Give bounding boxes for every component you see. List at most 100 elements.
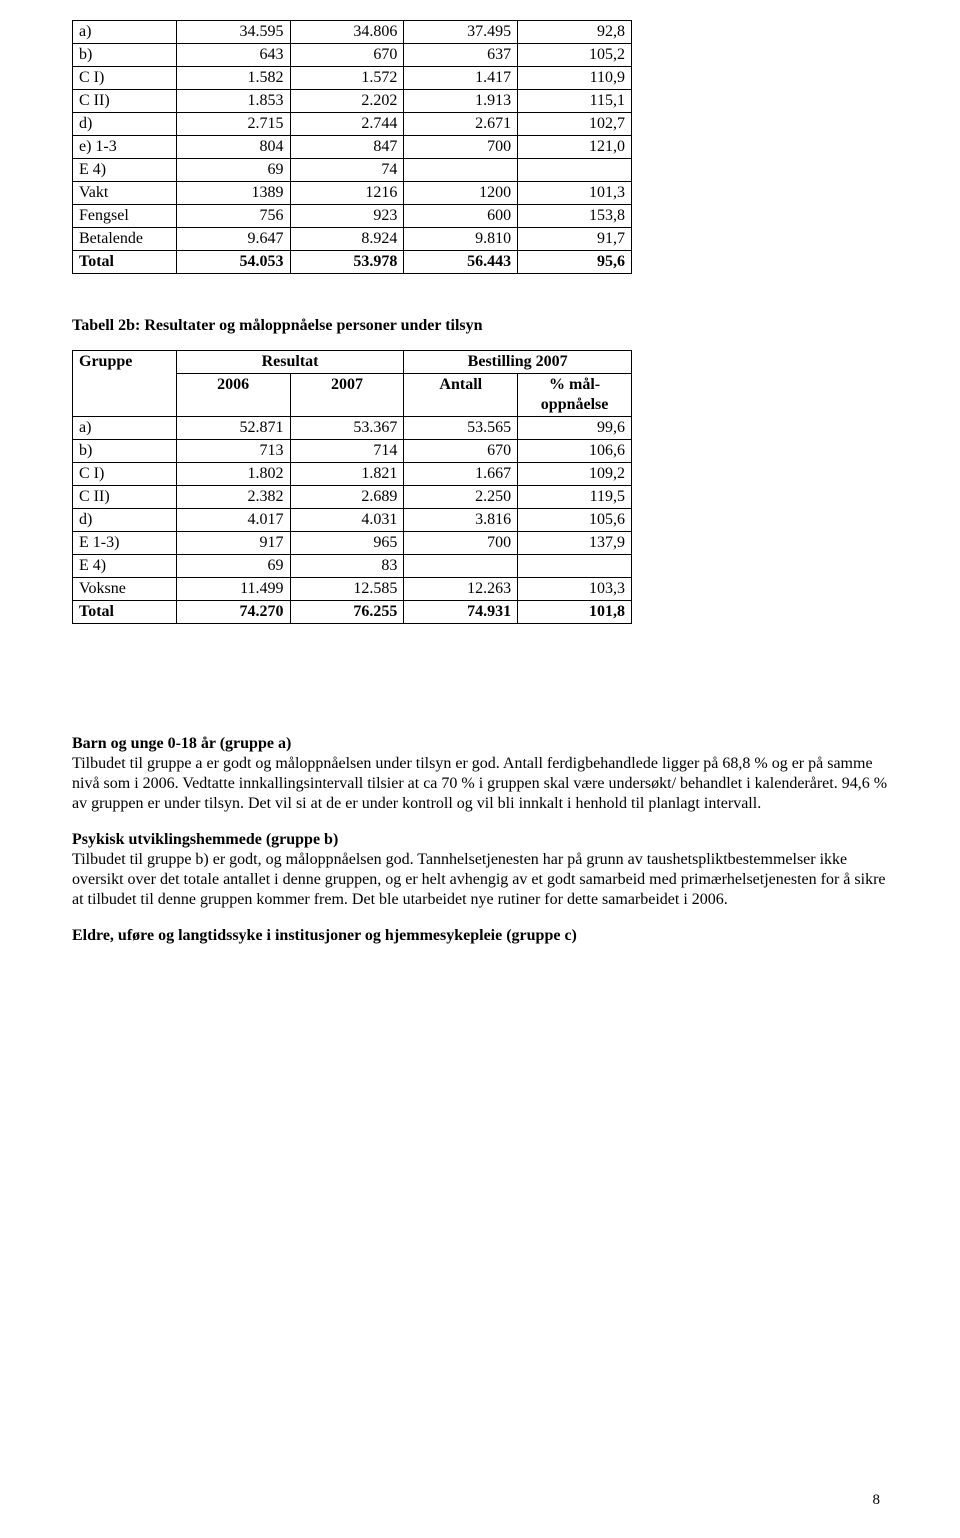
row-value: 600 xyxy=(404,205,518,228)
row-value: 3.816 xyxy=(404,509,518,532)
row-value: 4.031 xyxy=(290,509,404,532)
row-value: 83 xyxy=(290,555,404,578)
table-row: Fengsel756923600153,8 xyxy=(73,205,632,228)
row-value: 109,2 xyxy=(518,463,632,486)
row-value: 756 xyxy=(176,205,290,228)
row-value: 2.715 xyxy=(176,113,290,136)
section-text: Tilbudet til gruppe a er godt og måloppn… xyxy=(72,755,887,812)
row-value xyxy=(518,555,632,578)
body-text: Barn og unge 0-18 år (gruppe a) Tilbudet … xyxy=(72,734,888,946)
row-value: 4.017 xyxy=(176,509,290,532)
row-value: 137,9 xyxy=(518,532,632,555)
table-row: Voksne11.49912.58512.263103,3 xyxy=(73,578,632,601)
row-label: Total xyxy=(73,601,177,624)
row-value: 52.871 xyxy=(176,417,290,440)
row-value: 923 xyxy=(290,205,404,228)
section-text: Tilbudet til gruppe b) er godt, og målop… xyxy=(72,851,886,908)
row-value: 1200 xyxy=(404,182,518,205)
row-value: 56.443 xyxy=(404,251,518,274)
section-heading: Eldre, uføre og langtidssyke i institusj… xyxy=(72,927,577,944)
row-label: Total xyxy=(73,251,177,274)
row-label: Betalende xyxy=(73,228,177,251)
row-value: 11.499 xyxy=(176,578,290,601)
row-label: C II) xyxy=(73,486,177,509)
row-value: 1216 xyxy=(290,182,404,205)
table2-caption: Tabell 2b: Resultater og måloppnåelse pe… xyxy=(72,316,888,336)
table-1: a)34.59534.80637.49592,8b)643670637105,2… xyxy=(72,20,632,274)
t2-head-2006: 2006 xyxy=(176,374,290,417)
row-label: Fengsel xyxy=(73,205,177,228)
row-value: 102,7 xyxy=(518,113,632,136)
section-paragraph: Eldre, uføre og langtidssyke i institusj… xyxy=(72,926,888,946)
row-value: 2.250 xyxy=(404,486,518,509)
row-value: 99,6 xyxy=(518,417,632,440)
row-value: 54.053 xyxy=(176,251,290,274)
table-row: d)4.0174.0313.816105,6 xyxy=(73,509,632,532)
table-row: E 4)6983 xyxy=(73,555,632,578)
row-value: 95,6 xyxy=(518,251,632,274)
row-value: 1.417 xyxy=(404,67,518,90)
table-row: C I)1.8021.8211.667109,2 xyxy=(73,463,632,486)
row-value: 53.565 xyxy=(404,417,518,440)
t2-head-2007: 2007 xyxy=(290,374,404,417)
section-heading: Psykisk utviklingshemmede (gruppe b) xyxy=(72,831,338,848)
row-value xyxy=(404,555,518,578)
row-value: 9.647 xyxy=(176,228,290,251)
table-row: C II)2.3822.6892.250119,5 xyxy=(73,486,632,509)
row-label: d) xyxy=(73,113,177,136)
row-label: b) xyxy=(73,44,177,67)
row-value: 69 xyxy=(176,555,290,578)
row-label: C I) xyxy=(73,67,177,90)
row-value: 103,3 xyxy=(518,578,632,601)
t2-head-bestilling: Bestilling 2007 xyxy=(404,351,632,374)
table-row: C II)1.8532.2021.913115,1 xyxy=(73,90,632,113)
row-value: 106,6 xyxy=(518,440,632,463)
row-value: 700 xyxy=(404,136,518,159)
table-row: a)52.87153.36753.56599,6 xyxy=(73,417,632,440)
row-value: 101,8 xyxy=(518,601,632,624)
row-value: 965 xyxy=(290,532,404,555)
row-value: 105,6 xyxy=(518,509,632,532)
row-value: 637 xyxy=(404,44,518,67)
table-row: e) 1-3804847700121,0 xyxy=(73,136,632,159)
row-value: 2.382 xyxy=(176,486,290,509)
row-label: b) xyxy=(73,440,177,463)
table-row: Total74.27076.25574.931101,8 xyxy=(73,601,632,624)
section-heading: Barn og unge 0-18 år (gruppe a) xyxy=(72,735,291,752)
row-value: 1.853 xyxy=(176,90,290,113)
row-value: 12.263 xyxy=(404,578,518,601)
row-value: 713 xyxy=(176,440,290,463)
t2-head-antall: Antall xyxy=(404,374,518,417)
row-value: 643 xyxy=(176,44,290,67)
row-value: 34.806 xyxy=(290,21,404,44)
row-value: 2.202 xyxy=(290,90,404,113)
row-value: 91,7 xyxy=(518,228,632,251)
table-row: a)34.59534.80637.49592,8 xyxy=(73,21,632,44)
row-value: 92,8 xyxy=(518,21,632,44)
row-value: 1.821 xyxy=(290,463,404,486)
row-value: 37.495 xyxy=(404,21,518,44)
row-value: 714 xyxy=(290,440,404,463)
row-value: 847 xyxy=(290,136,404,159)
row-value: 1.572 xyxy=(290,67,404,90)
table-row: b)713714670106,6 xyxy=(73,440,632,463)
table-row: E 1-3)917965700137,9 xyxy=(73,532,632,555)
row-value: 69 xyxy=(176,159,290,182)
row-value xyxy=(518,159,632,182)
row-value: 1389 xyxy=(176,182,290,205)
t2-head-gruppe: Gruppe xyxy=(73,351,177,417)
section-paragraph: Psykisk utviklingshemmede (gruppe b) Tilb… xyxy=(72,830,888,910)
row-value: 1.802 xyxy=(176,463,290,486)
row-value: 74.931 xyxy=(404,601,518,624)
row-value: 110,9 xyxy=(518,67,632,90)
row-value: 53.367 xyxy=(290,417,404,440)
row-value: 74.270 xyxy=(176,601,290,624)
row-value: 1.667 xyxy=(404,463,518,486)
row-label: Vakt xyxy=(73,182,177,205)
row-value: 153,8 xyxy=(518,205,632,228)
table-row: Total54.05353.97856.44395,6 xyxy=(73,251,632,274)
row-value: 917 xyxy=(176,532,290,555)
row-value: 670 xyxy=(404,440,518,463)
row-label: Voksne xyxy=(73,578,177,601)
row-value: 804 xyxy=(176,136,290,159)
